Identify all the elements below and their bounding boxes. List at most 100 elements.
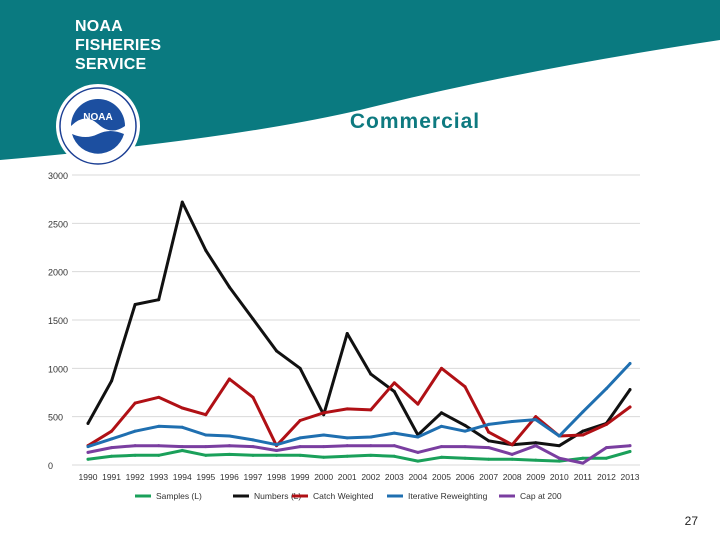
x-axis-ticks: 1990 1991 1992 1993 1994 1995 1996 1997 1998 1999… [79,472,640,482]
data-point-cap-at-200 [345,444,349,448]
data-point-cap-at-200 [110,446,114,450]
x-tick-label: 2006 [456,472,475,482]
data-point-catch-weighted [157,395,161,399]
x-tick-label: 2013 [621,472,640,482]
data-point-cap-at-200 [157,444,161,448]
data-point-samples-l [86,457,90,461]
legend-label: Iterative Reweighting [408,491,488,501]
data-point-samples-l [487,457,491,461]
data-point-iterative-reweighting [204,433,208,437]
data-point-catch-weighted [581,433,585,437]
data-point-catch-weighted [133,401,137,405]
data-point-iterative-reweighting [557,434,561,438]
series-layer [86,200,632,465]
data-point-samples-l [227,452,231,456]
data-point-cap-at-200 [298,445,302,449]
data-point-iterative-reweighting [392,431,396,435]
data-point-samples-l [157,453,161,457]
data-point-catch-weighted [510,443,514,447]
legend-label: Catch Weighted [313,491,374,501]
data-point-iterative-reweighting [439,424,443,428]
data-point-samples-l [322,455,326,459]
legend-label: Samples (L) [156,491,202,501]
x-tick-label: 2001 [338,472,357,482]
y-tick-label: 1500 [48,316,68,326]
legend: Samples (L) Numbers (L) Catch Weighted Iter… [135,491,562,501]
data-point-numbers-l [86,421,90,425]
x-tick-label: 1996 [220,472,239,482]
data-point-numbers-l [369,372,373,376]
chart-title: Commercial [349,110,481,133]
x-tick-label: 2011 [574,472,593,482]
data-point-catch-weighted [204,413,208,417]
data-point-samples-l [298,453,302,457]
data-point-iterative-reweighting [534,418,538,422]
data-point-cap-at-200 [604,446,608,450]
data-point-iterative-reweighting [180,425,184,429]
data-point-numbers-l [581,429,585,433]
series-line-samples-l [86,449,632,463]
data-point-samples-l [557,459,561,463]
data-point-numbers-l [628,388,632,392]
data-point-samples-l [392,454,396,458]
data-point-catch-weighted [463,385,467,389]
data-point-samples-l [275,453,279,457]
page-number: 27 [684,514,698,528]
data-point-numbers-l [110,379,114,383]
y-axis-ticks: 0 500 1000 1500 2000 2500 3000 [48,171,68,471]
data-point-catch-weighted [604,422,608,426]
data-point-samples-l [463,456,467,460]
data-point-samples-l [180,449,184,452]
x-tick-label: 2002 [361,472,380,482]
x-tick-label: 1998 [267,472,286,482]
data-point-iterative-reweighting [322,433,326,437]
data-point-catch-weighted [416,402,420,406]
data-point-numbers-l [534,441,538,445]
series-line-numbers-l [86,200,632,448]
x-tick-label: 1990 [79,472,98,482]
data-point-iterative-reweighting [416,435,420,439]
data-point-numbers-l [298,366,302,370]
brand-line-3: SERVICE [75,56,147,73]
data-point-cap-at-200 [227,444,231,448]
x-tick-label: 2008 [503,472,522,482]
data-point-samples-l [439,455,443,459]
y-tick-label: 500 [48,413,63,423]
data-point-cap-at-200 [510,452,514,456]
legend-label: Cap at 200 [520,491,562,501]
x-tick-label: 2012 [597,472,616,482]
header-teal-shape [0,0,720,160]
data-point-cap-at-200 [275,449,279,452]
data-point-iterative-reweighting [369,435,373,439]
data-point-cap-at-200 [322,445,326,449]
data-point-catch-weighted [369,408,373,412]
data-point-cap-at-200 [369,444,373,448]
data-point-numbers-l [557,444,561,448]
data-point-numbers-l [487,439,491,443]
data-point-cap-at-200 [86,450,90,454]
header-banner: NOAA [0,0,720,168]
y-tick-label: 3000 [48,171,68,181]
noaa-logo-icon: NOAA [56,84,140,168]
data-point-samples-l [345,454,349,458]
data-point-catch-weighted [392,381,396,385]
data-point-catch-weighted [110,429,114,433]
data-point-cap-at-200 [557,456,561,460]
x-tick-label: 1993 [149,472,168,482]
x-tick-label: 1991 [102,472,121,482]
data-point-numbers-l [251,317,255,321]
data-point-samples-l [133,453,137,457]
data-point-iterative-reweighting [510,420,514,423]
data-point-cap-at-200 [204,445,208,449]
data-point-cap-at-200 [534,444,538,448]
y-tick-label: 2500 [48,219,68,229]
y-tick-label: 1000 [48,364,68,374]
data-point-samples-l [534,458,538,462]
data-point-catch-weighted [298,419,302,423]
data-point-catch-weighted [487,430,491,434]
data-point-samples-l [416,459,420,463]
grid-layer [72,174,640,466]
data-point-samples-l [628,449,632,453]
data-point-cap-at-200 [439,445,443,449]
